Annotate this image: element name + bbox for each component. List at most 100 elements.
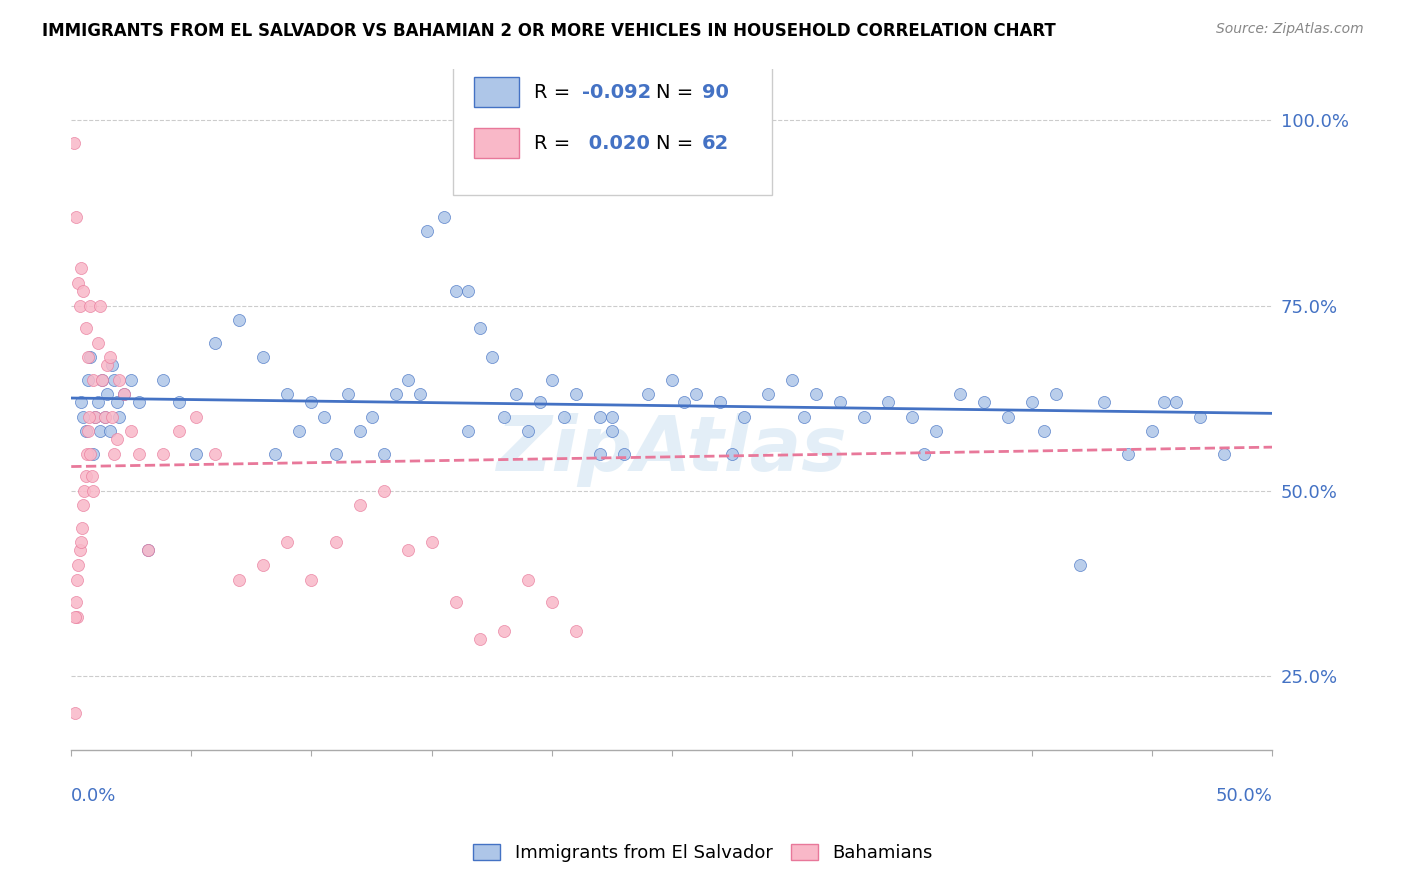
Point [112,387,135,401]
Point [312,409,335,424]
Point [1092,394,1115,409]
Point [70,261,93,276]
Point [288,425,311,439]
Point [67,277,90,291]
Point [793,409,815,424]
Point [77,351,100,365]
Text: 50.0%: 50.0% [1216,788,1272,805]
Point [1142,425,1164,439]
Point [169,394,191,409]
Point [62,136,84,150]
Point [120,425,142,439]
Point [94,409,117,424]
Point [86,394,108,409]
Point [600,409,623,424]
Point [66,609,89,624]
Point [82,483,104,498]
Point [98,351,121,365]
Point [136,542,159,557]
Point [79,298,101,312]
Point [89,425,111,439]
Point [756,387,779,401]
Point [252,558,274,572]
Point [973,394,995,409]
Point [492,624,515,639]
Point [468,632,491,646]
Point [637,387,659,401]
Point [433,210,456,224]
Bar [474,128,519,159]
Point [186,409,208,424]
Point [565,624,588,639]
Point [91,373,114,387]
Point [77,425,100,439]
Point [336,387,359,401]
Point [912,447,935,461]
Point [420,535,443,549]
Text: ZipAtlas: ZipAtlas [496,413,848,487]
Point [91,373,114,387]
Point [373,483,395,498]
Point [169,425,191,439]
Point [997,409,1019,424]
Point [63,706,86,720]
Point [481,351,503,365]
Point [69,542,91,557]
Point [108,373,131,387]
Point [349,425,371,439]
Point [75,425,97,439]
Point [349,499,371,513]
Point [89,298,111,312]
Point [672,394,695,409]
Point [600,425,623,439]
Point [94,409,117,424]
Point [70,394,93,409]
Point [204,335,226,350]
Point [75,468,97,483]
Point [457,284,479,298]
Text: R =: R = [534,83,576,102]
Point [444,284,467,298]
Text: 90: 90 [702,83,728,102]
Point [77,409,100,424]
Point [325,447,347,461]
Point [80,468,103,483]
Text: N =: N = [657,83,700,102]
Point [63,609,86,624]
Point [416,224,439,238]
Text: Source: ZipAtlas.com: Source: ZipAtlas.com [1216,22,1364,37]
Point [468,320,491,334]
Point [120,373,142,387]
Text: 0.0%: 0.0% [72,788,117,805]
Point [1189,409,1212,424]
Point [685,387,707,401]
Point [76,447,98,461]
Point [516,425,538,439]
Point [733,409,755,424]
Point [82,373,104,387]
Point [82,447,104,461]
Point [1021,394,1043,409]
FancyBboxPatch shape [453,60,772,194]
Point [373,447,395,461]
Text: 0.020: 0.020 [582,134,650,153]
Text: N =: N = [657,134,700,153]
Point [457,425,479,439]
Point [565,387,588,401]
Point [613,447,636,461]
Point [79,447,101,461]
Point [152,447,174,461]
Point [252,351,274,365]
Point [84,409,107,424]
Point [721,447,744,461]
Point [108,409,131,424]
Point [228,313,250,327]
Point [540,373,562,387]
Point [96,358,118,372]
Point [516,573,538,587]
Point [96,387,118,401]
Point [73,483,96,498]
Point [77,373,100,387]
Point [228,573,250,587]
Text: 62: 62 [702,134,730,153]
